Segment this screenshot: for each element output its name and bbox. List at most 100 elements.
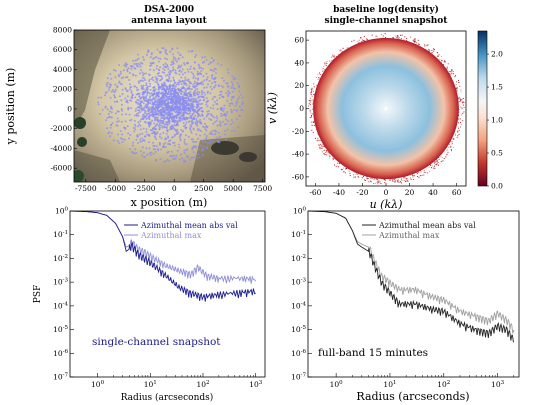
uv-speckle-dot <box>308 103 310 105</box>
antenna-point <box>231 83 234 86</box>
uv-speckle-dot <box>311 108 313 110</box>
uv-speckle-dot <box>370 177 372 179</box>
antenna-point <box>129 134 132 136</box>
antenna-point <box>142 151 145 154</box>
antenna-point <box>134 67 137 70</box>
uv-speckle-dot <box>425 45 427 47</box>
antenna-point <box>134 59 137 62</box>
antenna-point <box>150 92 153 95</box>
antenna-point <box>184 82 187 85</box>
antenna-point <box>202 67 205 70</box>
antenna-point <box>205 78 208 81</box>
antenna-point <box>163 102 166 105</box>
antenna-point <box>198 120 201 123</box>
antenna-point <box>182 121 185 124</box>
y-tick-exponent: -1 <box>63 230 68 236</box>
uv-speckle-dot <box>380 183 382 184</box>
colorbar <box>477 30 488 187</box>
antenna-point <box>184 79 187 81</box>
uv-speckle-dot <box>428 48 430 50</box>
antenna-point <box>186 68 189 71</box>
uv-speckle-dot <box>374 182 376 184</box>
antenna-point <box>234 77 237 80</box>
antenna-point <box>184 71 187 74</box>
antenna-point <box>176 149 179 152</box>
antenna-point <box>194 121 197 124</box>
uv-speckle-dot <box>331 60 333 62</box>
antenna-point <box>157 60 160 63</box>
antenna-point <box>227 71 230 74</box>
uv-speckle-dot <box>319 146 321 148</box>
uv-speckle-dot <box>355 173 357 175</box>
antenna-point <box>147 107 150 110</box>
uv-speckle-dot <box>317 73 319 75</box>
antenna-point <box>137 121 140 124</box>
antenna-point <box>180 133 183 136</box>
x-tick-label: -7500 <box>75 184 97 193</box>
antenna-point <box>149 98 152 101</box>
antenna-point <box>143 139 145 142</box>
antenna-point <box>175 114 178 116</box>
antenna-point <box>215 119 218 122</box>
antenna-point <box>200 110 203 113</box>
antenna-point <box>222 110 225 113</box>
uv-speckle-dot <box>437 161 439 163</box>
uv-speckle-dot <box>446 153 448 155</box>
antenna-point <box>192 151 195 154</box>
uv-speckle-dot <box>310 94 312 96</box>
antenna-point <box>153 57 156 59</box>
antenna-point <box>199 95 202 98</box>
antenna-point <box>213 121 216 123</box>
antenna-point <box>156 65 158 67</box>
uv-speckle-dot <box>311 89 313 91</box>
uv-speckle-dot <box>326 150 327 152</box>
antenna-point <box>226 128 229 131</box>
uv-speckle-dot <box>412 39 414 41</box>
antenna-point <box>181 95 184 98</box>
antenna-point <box>178 73 181 76</box>
antenna-point <box>175 100 178 102</box>
dark-terrain <box>74 150 120 182</box>
uv-center-hole <box>384 107 388 110</box>
antenna-point <box>177 143 180 146</box>
y-tick-label: 20 <box>294 81 304 90</box>
antenna-point <box>154 136 157 139</box>
antenna-point <box>105 91 108 94</box>
psf-fullband-lines <box>308 211 515 343</box>
antenna-point <box>161 126 164 129</box>
x-tick-exponent: 3 <box>501 380 505 386</box>
antenna-point <box>230 123 232 126</box>
y-tick-label: 6000 <box>53 45 72 54</box>
antenna-point <box>149 85 152 88</box>
antenna-point <box>134 148 137 151</box>
antenna-point <box>212 96 215 99</box>
antenna-point <box>161 116 164 119</box>
antenna-point <box>183 125 185 128</box>
antenna-point <box>145 103 148 106</box>
antenna-point <box>200 130 203 133</box>
uv-speckle-dot <box>308 105 310 107</box>
antenna-point <box>169 155 172 157</box>
uv-speckle-dot <box>370 177 372 179</box>
antenna-point <box>166 53 169 56</box>
antenna-point <box>116 85 119 88</box>
colorbar-tick-label: 1.0 <box>491 116 503 125</box>
antenna-point <box>231 95 234 98</box>
uv-speckle-dot <box>320 144 322 146</box>
antenna-point <box>142 84 145 87</box>
antenna-point <box>188 159 191 161</box>
uv-speckle-dot <box>448 71 450 72</box>
antenna-point <box>197 153 200 156</box>
uv-speckle-dot <box>458 127 459 129</box>
antenna-point <box>188 120 191 123</box>
antenna-point <box>156 106 159 109</box>
antenna-point <box>116 139 119 142</box>
antenna-point <box>161 77 164 80</box>
antenna-point <box>133 119 136 122</box>
antenna-point <box>205 58 208 61</box>
uv-speckle-dot <box>378 180 380 182</box>
antenna-point <box>101 108 104 111</box>
antenna-point <box>184 126 187 129</box>
antenna-point <box>192 73 195 76</box>
psf-snapshot-y-label: PSF <box>33 285 43 303</box>
